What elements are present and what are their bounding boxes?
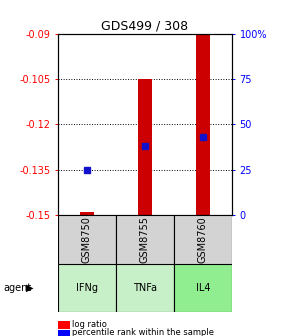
Text: TNFa: TNFa [133, 283, 157, 293]
Bar [196, 34, 210, 215]
Bar [80, 212, 94, 215]
Bar [58, 264, 116, 312]
Bar [138, 79, 152, 215]
Bar [174, 215, 232, 264]
Text: GSM8750: GSM8750 [82, 216, 92, 263]
Text: IL4: IL4 [196, 283, 210, 293]
Bar [174, 264, 232, 312]
Text: GSM8760: GSM8760 [198, 216, 208, 263]
Bar [116, 264, 174, 312]
Text: percentile rank within the sample: percentile rank within the sample [72, 328, 215, 336]
Text: agent: agent [3, 283, 31, 293]
Title: GDS499 / 308: GDS499 / 308 [102, 19, 188, 33]
Text: ▶: ▶ [26, 283, 34, 293]
Bar [58, 215, 116, 264]
Bar [116, 215, 174, 264]
Text: GSM8755: GSM8755 [140, 216, 150, 263]
Text: IFNg: IFNg [76, 283, 98, 293]
Text: log ratio: log ratio [72, 321, 107, 329]
